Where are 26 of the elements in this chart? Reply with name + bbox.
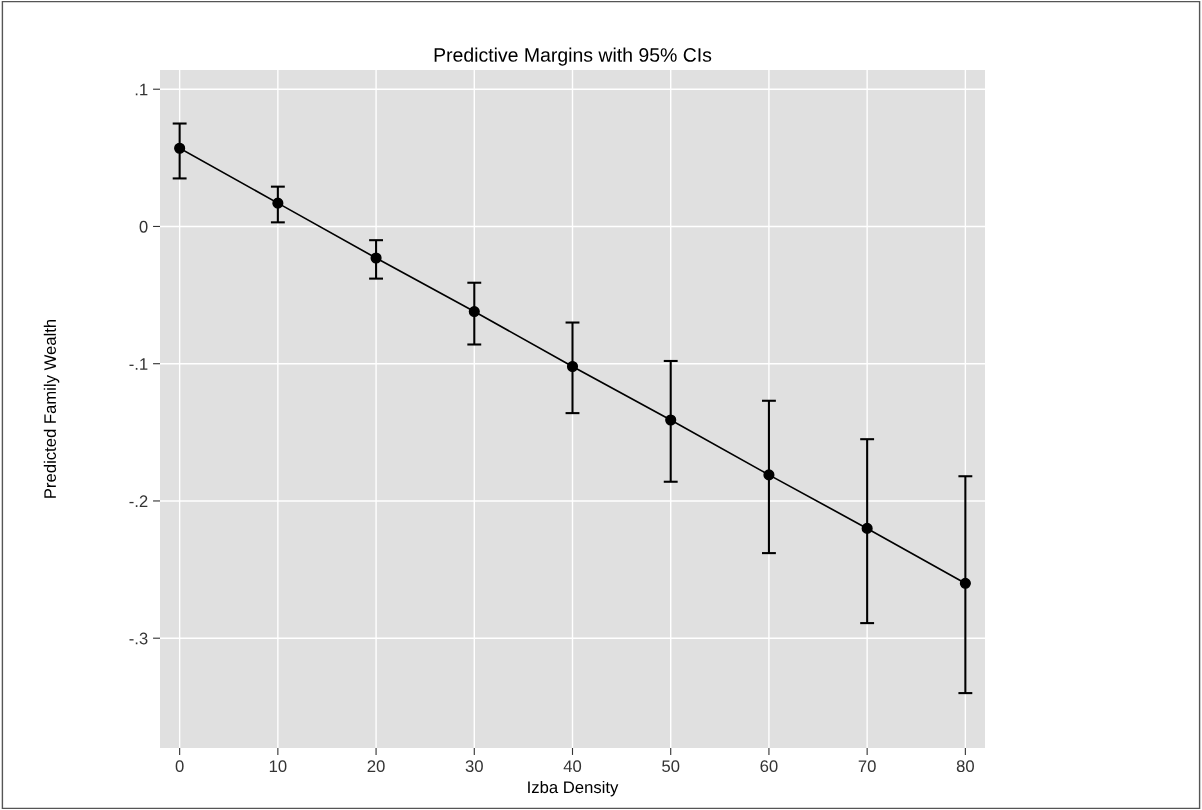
point xyxy=(861,522,873,534)
y-tick-label: -.3 xyxy=(129,632,148,645)
x-tick-label: 0 xyxy=(175,760,184,773)
y-axis-title: Predicted Family Wealth xyxy=(43,319,60,498)
x-tick-label: 20 xyxy=(367,760,385,773)
point xyxy=(566,360,579,373)
chart-title: Predictive Margins with 95% CIs xyxy=(434,47,712,66)
point xyxy=(370,252,382,264)
x-tick-label: 80 xyxy=(956,760,974,773)
y-tick-label: 0 xyxy=(139,220,148,233)
x-tick-label: 50 xyxy=(662,760,680,773)
x-tick-label: 30 xyxy=(465,760,483,773)
x-tick-label: 60 xyxy=(760,760,778,773)
point xyxy=(959,577,971,589)
y-tick-label: -.1 xyxy=(129,358,148,370)
x-axis-title: Izba Density xyxy=(528,780,619,797)
y-tick-label: -.2 xyxy=(129,495,148,507)
y-tick-label: .1 xyxy=(135,83,148,96)
point xyxy=(665,414,677,426)
x-tick-label: 70 xyxy=(858,760,876,773)
point xyxy=(272,197,284,209)
point xyxy=(174,142,186,154)
x-tick-label: 40 xyxy=(563,760,582,773)
point xyxy=(763,469,775,481)
point xyxy=(468,305,480,318)
x-tick-label: 10 xyxy=(269,760,287,773)
